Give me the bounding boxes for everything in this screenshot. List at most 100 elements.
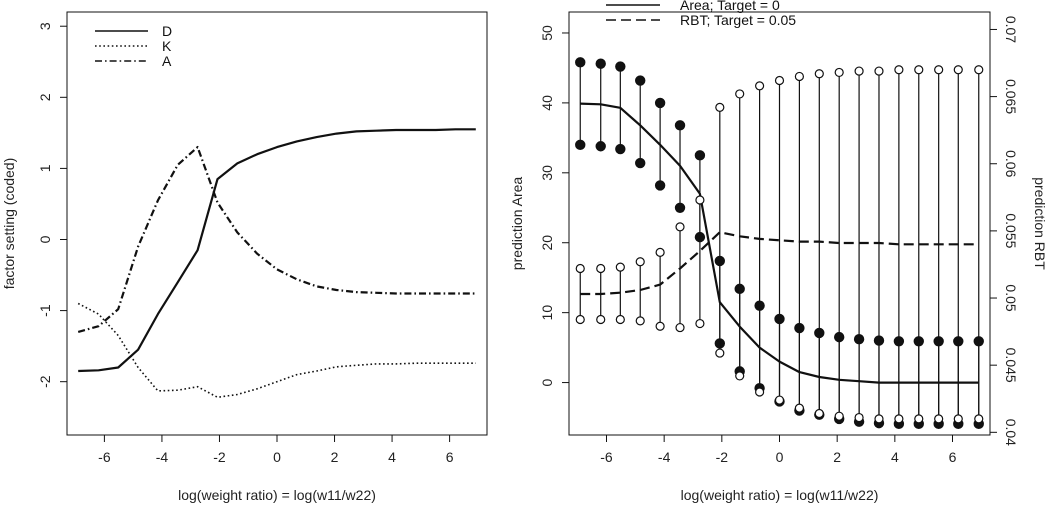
legend-label-a: A xyxy=(162,53,172,69)
y-axis-label-right: prediction RBT xyxy=(1032,177,1048,270)
y-tick-label-left: 40 xyxy=(539,95,555,111)
x-tick-label: 2 xyxy=(833,449,841,465)
lower-bound-point-rbt-target-0-05 xyxy=(655,321,665,331)
upper-bound-point-area-target-0 xyxy=(674,120,686,131)
x-tick-label: -4 xyxy=(658,449,671,465)
upper-bound-point-rbt-target-0-05 xyxy=(914,65,924,75)
y-tick-label-right: 0.06 xyxy=(1003,150,1019,177)
y-tick-label: 0 xyxy=(37,235,53,243)
x-tick-label: 0 xyxy=(776,449,784,465)
x-tick-label: -4 xyxy=(156,449,169,465)
upper-bound-point-rbt-target-0-05 xyxy=(575,263,585,274)
lower-bound-point-area-target-0 xyxy=(654,180,666,191)
upper-bound-point-area-target-0 xyxy=(694,150,706,161)
upper-bound-point-area-target-0 xyxy=(654,97,666,109)
x-tick-label: -6 xyxy=(98,449,111,465)
legend-label-rbt-target-0-05: RBT; Target = 0.05 xyxy=(680,12,796,28)
lower-bound-point-rbt-target-0-05 xyxy=(715,348,725,358)
x-tick-label: -6 xyxy=(600,449,613,465)
x-tick-label: 4 xyxy=(388,449,396,465)
lower-bound-point-rbt-target-0-05 xyxy=(794,403,804,413)
lower-bound-point-rbt-target-0-05 xyxy=(675,322,685,333)
series-line-rbt-target-0-05 xyxy=(580,231,979,296)
x-tick-label: 0 xyxy=(273,449,281,465)
lower-bound-point-area-target-0 xyxy=(595,141,606,152)
x-tick-label: -2 xyxy=(716,449,729,465)
upper-bound-point-rbt-target-0-05 xyxy=(874,66,884,76)
lower-bound-point-rbt-target-0-05 xyxy=(934,414,944,424)
lower-bound-point-rbt-target-0-05 xyxy=(735,371,745,381)
upper-bound-point-rbt-target-0-05 xyxy=(635,257,645,267)
y-tick-label-left: 30 xyxy=(539,165,555,181)
y-tick-label: 1 xyxy=(37,164,53,172)
lower-bound-point-rbt-target-0-05 xyxy=(635,316,645,326)
upper-bound-point-rbt-target-0-05 xyxy=(695,195,705,205)
legend-label-k: K xyxy=(162,38,172,54)
x-tick-label: 6 xyxy=(949,449,957,465)
y-tick-label-right: 0.055 xyxy=(1003,213,1019,248)
lower-bound-point-area-target-0 xyxy=(615,143,626,155)
upper-bound-point-rbt-target-0-05 xyxy=(774,75,785,86)
lower-bound-point-rbt-target-0-05 xyxy=(755,387,765,397)
y-tick-label: 3 xyxy=(37,22,53,30)
plot-frame xyxy=(66,11,488,436)
x-axis-label: log(weight ratio) = log(w11/w22) xyxy=(681,487,879,503)
lower-bound-point-rbt-target-0-05 xyxy=(974,414,984,424)
series-line-a xyxy=(77,146,476,333)
left-panel-factor-settings: -6 -4 -2 0 2 4 6 -2 -1 0 1 2 3 log(weight ratio) = lo… xyxy=(1,11,488,503)
y-tick-label-right: 0.07 xyxy=(1003,16,1019,43)
upper-bound-point-rbt-target-0-05 xyxy=(675,222,685,232)
lower-bound-point-rbt-target-0-05 xyxy=(834,411,844,421)
right-panel-predictions: -6 -4 -2 0 2 4 6 0 10 20 30 40 50 0.04 0.045 0.05 0.055 0… xyxy=(509,0,1048,503)
lower-bound-point-rbt-target-0-05 xyxy=(953,414,963,424)
upper-bound-point-rbt-target-0-05 xyxy=(974,65,984,75)
upper-bound-point-rbt-target-0-05 xyxy=(814,69,824,79)
lower-bound-point-rbt-target-0-05 xyxy=(894,414,904,424)
series-line-d xyxy=(78,128,476,373)
x-axis-label: log(weight ratio) = log(w11/w22) xyxy=(178,487,376,503)
lower-bound-point-rbt-target-0-05 xyxy=(695,318,705,329)
y-tick-label-right: 0.04 xyxy=(1003,419,1019,446)
x-tick-label: 6 xyxy=(446,449,454,465)
y-tick-label-left: 0 xyxy=(539,378,555,386)
lower-bound-point-rbt-target-0-05 xyxy=(814,408,824,419)
upper-bound-point-rbt-target-0-05 xyxy=(854,66,864,76)
upper-bound-point-rbt-target-0-05 xyxy=(655,247,665,257)
lower-bound-point-area-target-0 xyxy=(575,139,586,151)
y-tick-label-left: 10 xyxy=(539,305,555,321)
lower-bound-point-rbt-target-0-05 xyxy=(575,314,585,325)
lower-bound-point-area-target-0 xyxy=(674,202,686,213)
upper-bound-point-area-target-0 xyxy=(615,61,626,72)
y-tick-label-right: 0.05 xyxy=(1003,284,1019,311)
x-tick-label: 2 xyxy=(331,449,339,465)
lower-bound-point-rbt-target-0-05 xyxy=(596,314,606,325)
upper-bound-point-rbt-target-0-05 xyxy=(615,262,625,272)
lower-bound-point-area-target-0 xyxy=(635,157,646,169)
x-tick-label: -2 xyxy=(213,449,226,465)
upper-bound-point-area-target-0 xyxy=(575,57,586,68)
upper-bound-point-rbt-target-0-05 xyxy=(953,65,963,75)
lower-bound-point-rbt-target-0-05 xyxy=(854,412,864,423)
y-tick-label: -1 xyxy=(37,304,53,317)
series-line-k xyxy=(77,302,476,399)
upper-bound-point-area-target-0 xyxy=(595,58,606,69)
lower-bound-point-rbt-target-0-05 xyxy=(874,414,884,424)
upper-bound-point-rbt-target-0-05 xyxy=(894,65,904,75)
lower-bound-point-rbt-target-0-05 xyxy=(774,395,785,405)
legend-label-area-target-0: Area; Target = 0 xyxy=(680,0,780,13)
upper-bound-point-rbt-target-0-05 xyxy=(735,89,745,99)
upper-bound-point-area-target-0 xyxy=(635,75,646,86)
upper-bound-point-rbt-target-0-05 xyxy=(834,67,844,78)
y-tick-label-right: 0.045 xyxy=(1003,348,1019,383)
y-tick-label-right: 0.065 xyxy=(1003,79,1019,114)
upper-bound-point-rbt-target-0-05 xyxy=(596,263,606,274)
upper-bound-point-rbt-target-0-05 xyxy=(715,102,725,112)
legend-label-d: D xyxy=(162,23,172,39)
lower-bound-point-rbt-target-0-05 xyxy=(914,414,924,424)
y-axis-label-left: prediction Area xyxy=(509,177,525,271)
y-tick-label: 2 xyxy=(37,93,53,101)
y-tick-label-left: 20 xyxy=(539,235,555,251)
upper-bound-point-rbt-target-0-05 xyxy=(934,65,944,75)
y-axis-label: factor setting (coded) xyxy=(1,158,17,290)
